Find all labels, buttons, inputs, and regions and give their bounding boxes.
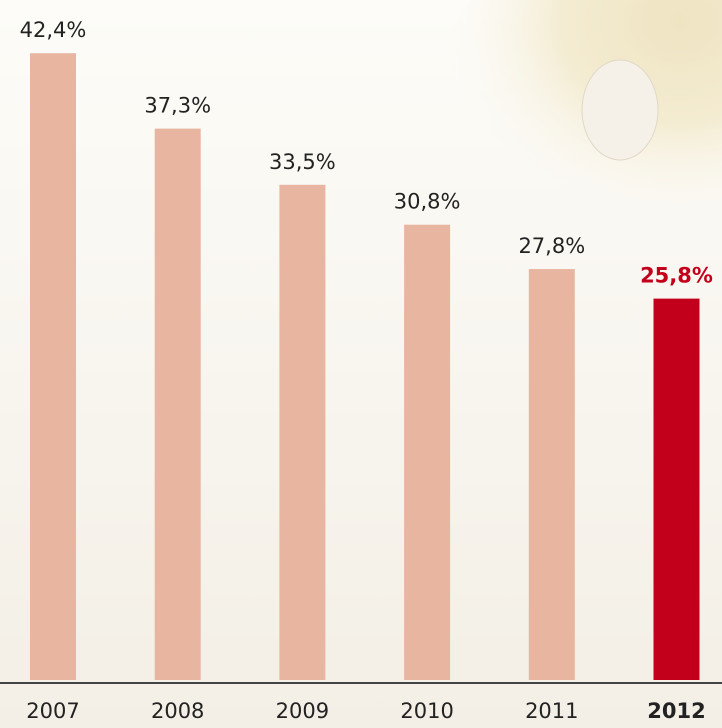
bar (653, 298, 700, 680)
value-label: 37,3% (144, 94, 211, 118)
value-label: 33,5% (269, 150, 336, 174)
photo-cup (581, 59, 659, 161)
x-tick-label: 2008 (151, 699, 204, 723)
x-tick-label: 2012 (647, 699, 705, 723)
bar (154, 128, 201, 680)
bar (528, 269, 575, 680)
bar (404, 224, 451, 680)
photo (440, 0, 722, 260)
value-label: 25,8% (640, 264, 713, 288)
bar (30, 53, 76, 680)
value-label: 30,8% (394, 190, 461, 214)
value-label: 42,4% (20, 18, 87, 42)
x-tick-label: 2009 (276, 699, 329, 723)
x-tick-label: 2011 (525, 699, 578, 723)
value-label: 27,8% (518, 234, 585, 258)
x-tick-label: 2010 (400, 699, 453, 723)
x-tick-label: 2007 (26, 699, 79, 723)
bar (279, 184, 326, 681)
